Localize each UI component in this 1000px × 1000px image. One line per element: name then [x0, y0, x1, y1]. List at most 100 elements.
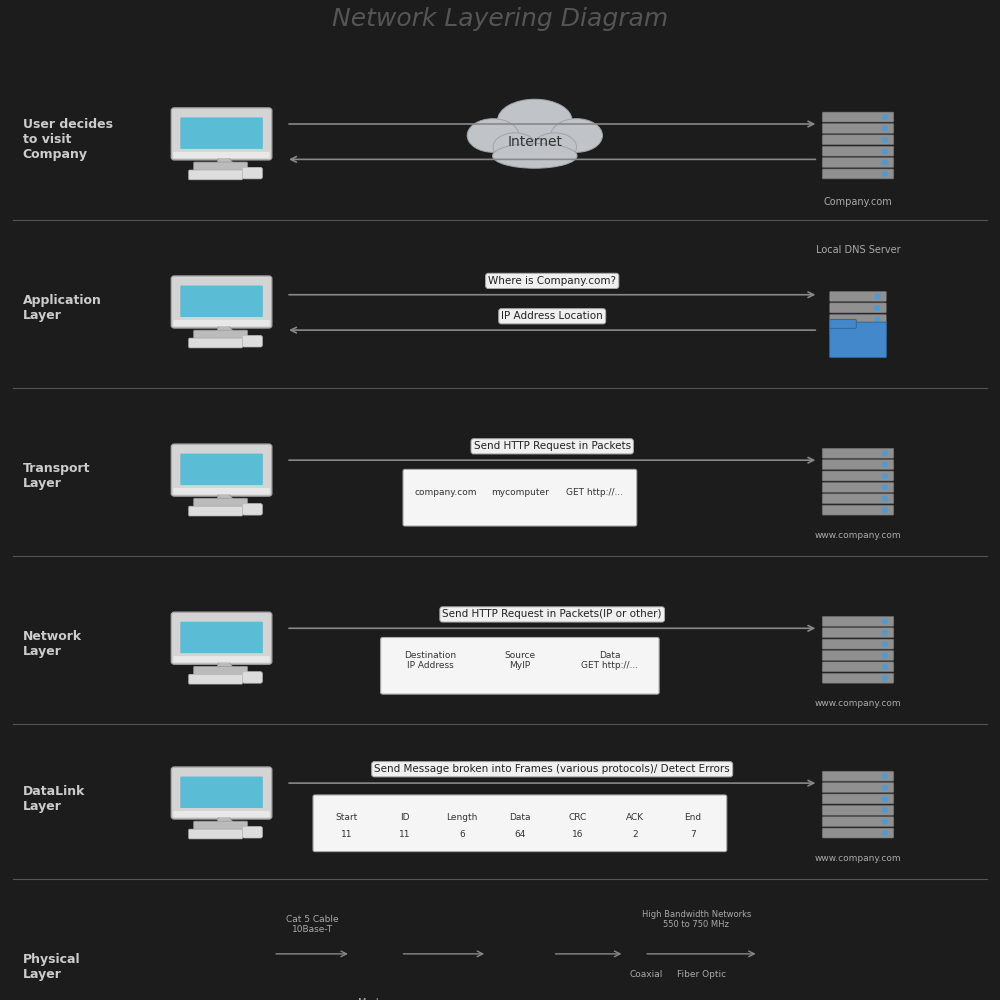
FancyBboxPatch shape [830, 322, 886, 358]
Text: 11: 11 [399, 830, 410, 839]
Ellipse shape [493, 133, 537, 161]
FancyBboxPatch shape [822, 650, 894, 660]
Text: End: End [684, 813, 701, 822]
FancyBboxPatch shape [830, 320, 856, 328]
Circle shape [881, 664, 888, 670]
Circle shape [881, 641, 888, 647]
FancyBboxPatch shape [173, 811, 270, 817]
FancyBboxPatch shape [180, 454, 263, 485]
Ellipse shape [551, 119, 602, 152]
Circle shape [881, 773, 888, 779]
FancyBboxPatch shape [822, 460, 894, 470]
Circle shape [881, 507, 888, 513]
Text: Modem: Modem [358, 998, 394, 1000]
FancyBboxPatch shape [194, 976, 247, 984]
Circle shape [874, 316, 881, 322]
FancyBboxPatch shape [180, 285, 263, 317]
Text: Transport
Layer: Transport Layer [23, 462, 90, 490]
Circle shape [881, 830, 888, 836]
Circle shape [881, 652, 888, 659]
Text: GET http://...: GET http://... [566, 488, 623, 497]
FancyBboxPatch shape [173, 488, 270, 494]
Text: Send Message broken into Frames (various protocols)/ Detect Errors: Send Message broken into Frames (various… [374, 764, 730, 774]
FancyBboxPatch shape [487, 918, 553, 990]
Polygon shape [217, 816, 234, 824]
Circle shape [881, 148, 888, 154]
Text: Network Layering Diagram: Network Layering Diagram [332, 7, 668, 31]
FancyBboxPatch shape [822, 135, 894, 145]
Text: Send HTTP Request in Packets: Send HTTP Request in Packets [474, 441, 631, 451]
FancyBboxPatch shape [189, 506, 242, 516]
Circle shape [881, 675, 888, 681]
Circle shape [881, 618, 888, 624]
Text: Start: Start [336, 813, 358, 822]
FancyBboxPatch shape [822, 805, 894, 815]
FancyBboxPatch shape [171, 108, 272, 160]
FancyBboxPatch shape [822, 794, 894, 804]
Text: ID: ID [400, 813, 409, 822]
FancyBboxPatch shape [189, 674, 242, 684]
Circle shape [881, 796, 888, 802]
FancyBboxPatch shape [822, 817, 894, 827]
Text: Destination
IP Address: Destination IP Address [404, 651, 456, 670]
Ellipse shape [493, 143, 577, 168]
FancyBboxPatch shape [242, 167, 262, 179]
FancyBboxPatch shape [803, 969, 816, 983]
FancyBboxPatch shape [825, 948, 838, 961]
FancyBboxPatch shape [180, 622, 263, 653]
Text: company.com: company.com [414, 488, 477, 497]
FancyBboxPatch shape [822, 471, 894, 481]
FancyBboxPatch shape [822, 662, 894, 672]
FancyBboxPatch shape [189, 984, 242, 994]
Ellipse shape [533, 133, 577, 161]
FancyBboxPatch shape [242, 981, 262, 993]
FancyBboxPatch shape [822, 505, 894, 515]
Circle shape [881, 807, 888, 813]
FancyBboxPatch shape [171, 612, 272, 664]
FancyBboxPatch shape [825, 927, 838, 940]
FancyBboxPatch shape [194, 498, 247, 506]
FancyBboxPatch shape [830, 326, 886, 336]
Text: Local DNS Server: Local DNS Server [816, 245, 900, 255]
FancyBboxPatch shape [822, 673, 894, 683]
Circle shape [881, 473, 888, 479]
FancyBboxPatch shape [194, 821, 247, 829]
Text: Company.com: Company.com [824, 197, 892, 207]
Circle shape [881, 137, 888, 143]
FancyBboxPatch shape [189, 170, 242, 180]
FancyBboxPatch shape [822, 482, 894, 492]
Text: www.company.com: www.company.com [815, 531, 901, 540]
FancyBboxPatch shape [313, 795, 727, 852]
Text: User decides
to visit
Company: User decides to visit Company [23, 118, 113, 161]
FancyBboxPatch shape [242, 827, 262, 838]
FancyBboxPatch shape [171, 444, 272, 496]
Text: Length: Length [447, 813, 478, 822]
Ellipse shape [498, 99, 572, 142]
Circle shape [874, 305, 881, 311]
FancyBboxPatch shape [189, 338, 242, 348]
FancyBboxPatch shape [180, 777, 263, 808]
FancyBboxPatch shape [822, 146, 894, 156]
FancyBboxPatch shape [869, 969, 882, 983]
FancyBboxPatch shape [242, 504, 262, 515]
FancyBboxPatch shape [173, 966, 270, 972]
FancyBboxPatch shape [803, 927, 816, 940]
FancyBboxPatch shape [830, 303, 886, 313]
Text: 6: 6 [459, 830, 465, 839]
FancyBboxPatch shape [822, 123, 894, 133]
Text: Data
GET http://...: Data GET http://... [581, 651, 638, 670]
Circle shape [881, 784, 888, 791]
FancyBboxPatch shape [822, 628, 894, 638]
FancyBboxPatch shape [822, 828, 894, 838]
Text: Send HTTP Request in Packets(IP or other): Send HTTP Request in Packets(IP or other… [442, 609, 662, 619]
Circle shape [881, 125, 888, 132]
FancyBboxPatch shape [173, 320, 270, 326]
Circle shape [874, 328, 881, 334]
FancyBboxPatch shape [173, 152, 270, 158]
Ellipse shape [467, 119, 519, 152]
Circle shape [881, 114, 888, 120]
Text: IP Address Location: IP Address Location [501, 311, 603, 321]
FancyBboxPatch shape [822, 448, 894, 458]
FancyBboxPatch shape [242, 335, 262, 347]
FancyBboxPatch shape [822, 616, 894, 626]
